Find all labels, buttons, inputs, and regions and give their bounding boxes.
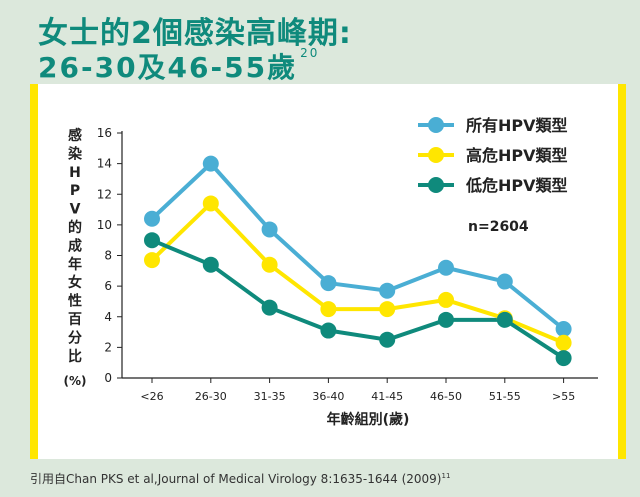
y-tick-label: 2 [104, 340, 112, 354]
chart-title-line2-text: 26-30及46-55歲 [38, 51, 298, 84]
y-tick-label: 6 [104, 279, 112, 293]
x-tick-label: 36-40 [312, 390, 344, 403]
series-line-3 [151, 238, 565, 360]
y-axis-label-char: 年 [68, 256, 82, 273]
x-tick-label: 41-45 [371, 390, 403, 403]
x-axis-label: 年齡組別(歲) [327, 411, 410, 428]
y-tick-label: 0 [104, 371, 112, 385]
series-3-point [496, 311, 513, 328]
y-tick-label: 8 [104, 249, 112, 263]
y-axis-label-char: 成 [68, 237, 82, 254]
y-axis-label-char: 性 [68, 293, 82, 310]
y-axis-label-char: H [69, 165, 81, 181]
series-3-point [144, 232, 160, 249]
series-1-point [202, 155, 219, 172]
y-axis-label-char: 比 [68, 348, 82, 365]
series-3-point [555, 350, 572, 367]
series-3-point [438, 311, 454, 328]
series-3-point [261, 299, 278, 316]
y-tick-label: 12 [97, 187, 112, 201]
series-1-point [496, 273, 513, 290]
y-axis-label-char: 分 [68, 330, 82, 346]
legend-marker-3 [428, 177, 444, 193]
y-axis-label-char: 感 [68, 127, 82, 144]
y-axis-unit: (%) [64, 374, 87, 388]
sample-size-annotation: n=2604 [468, 219, 529, 235]
series-line-2 [150, 201, 565, 345]
title-reference-superscript: 20 [300, 46, 320, 60]
y-axis-label-char: 染 [68, 145, 83, 162]
series-2-point [202, 195, 219, 212]
series-2-point [438, 291, 454, 308]
chart-title-line2: 26-30及46-55歲 20 [38, 46, 319, 86]
legend-label-3: 低危HPV類型 [465, 176, 568, 195]
series-line-1 [150, 161, 565, 331]
citation-text: 引用自Chan PKS et al,Journal of Medical Vir… [30, 472, 442, 486]
y-axis-label-char: V [70, 202, 81, 218]
series-1-point [379, 282, 396, 299]
x-tick-label: >55 [552, 390, 575, 403]
series-1-point [555, 321, 572, 337]
y-tick-label: 14 [97, 157, 112, 171]
x-tick-label: 26-30 [195, 390, 227, 403]
series-2-point [379, 301, 396, 318]
legend-marker-1 [428, 117, 444, 133]
y-tick-label: 4 [104, 310, 112, 324]
y-axis-label-char: 的 [68, 219, 82, 236]
x-tick-label: 46-50 [430, 390, 462, 403]
y-axis-label-char: 女 [68, 274, 82, 291]
chart-title-line1: 女士的2個感染高峰期: [38, 16, 352, 51]
y-axis-label-char: 百 [68, 312, 82, 328]
y-tick-label: 16 [97, 126, 112, 140]
series-1-point [438, 259, 454, 276]
series-1-point [320, 275, 337, 292]
legend-marker-2 [428, 147, 444, 163]
x-tick-label: 31-35 [254, 390, 286, 403]
series-3-point [379, 331, 396, 348]
series-3-point [202, 256, 219, 273]
series-1-point [261, 221, 278, 238]
citation-superscript: 11 [441, 472, 451, 480]
series-2-point [144, 252, 160, 269]
line-chart: 0 2 4 6 8 10 12 14 16 <26 26-30 31-35 36-40 41-45 46-5… [64, 116, 598, 428]
series-3-point [320, 322, 337, 339]
y-tick-label: 10 [97, 218, 112, 232]
series-2-point [320, 301, 337, 318]
x-tick-label: 51-55 [489, 390, 521, 403]
legend-label-1: 所有HPV類型 [466, 116, 568, 135]
series-2-point [261, 256, 278, 273]
x-tick-label: <26 [140, 390, 163, 403]
y-axis-label-char: P [70, 183, 80, 199]
citation: 引用自Chan PKS et al,Journal of Medical Vir… [30, 470, 450, 487]
legend-label-2: 高危HPV類型 [466, 146, 568, 165]
series-1-point [144, 210, 160, 227]
chart-panel: 0 2 4 6 8 10 12 14 16 <26 26-30 31-35 36-40 41-45 46-5… [30, 84, 626, 459]
series-2-point [555, 334, 572, 351]
